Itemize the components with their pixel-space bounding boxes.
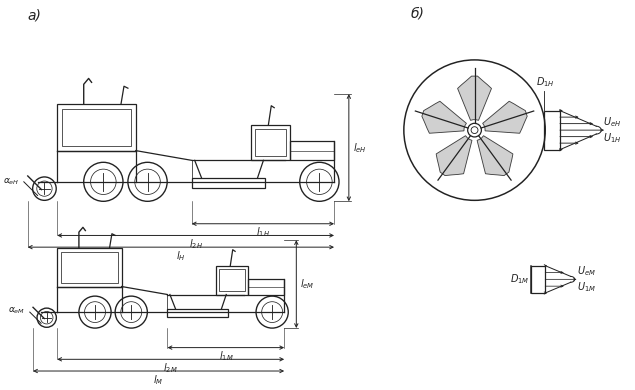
Text: а): а) bbox=[28, 8, 42, 22]
Polygon shape bbox=[436, 136, 472, 176]
Polygon shape bbox=[477, 136, 513, 176]
Polygon shape bbox=[458, 76, 491, 121]
Text: $l_{2M}$: $l_{2M}$ bbox=[163, 361, 178, 375]
Text: $U_{eH}$: $U_{eH}$ bbox=[603, 115, 622, 129]
Text: б): б) bbox=[411, 6, 425, 20]
Text: $U_{eM}$: $U_{eM}$ bbox=[577, 265, 596, 278]
Text: $l_{eM}$: $l_{eM}$ bbox=[300, 277, 315, 291]
Polygon shape bbox=[483, 101, 527, 133]
Text: $D_{1M}$: $D_{1M}$ bbox=[510, 273, 530, 286]
Text: $l_{1M}$: $l_{1M}$ bbox=[218, 349, 233, 363]
Text: $l_{M}$: $l_{M}$ bbox=[154, 373, 164, 387]
Text: $l_{2H}$: $l_{2H}$ bbox=[189, 238, 203, 251]
Text: $l_{H}$: $l_{H}$ bbox=[176, 249, 185, 263]
Text: $l_{eH}$: $l_{eH}$ bbox=[353, 141, 366, 154]
Polygon shape bbox=[422, 101, 467, 133]
Text: $l_{1H}$: $l_{1H}$ bbox=[256, 226, 270, 239]
Text: $D_{1H}$: $D_{1H}$ bbox=[536, 75, 554, 89]
Text: $U_{1H}$: $U_{1H}$ bbox=[603, 131, 622, 145]
Text: $\alpha_{eH}$: $\alpha_{eH}$ bbox=[3, 177, 20, 187]
Text: $\alpha_{eM}$: $\alpha_{eM}$ bbox=[8, 305, 25, 316]
Text: $U_{1M}$: $U_{1M}$ bbox=[577, 280, 596, 294]
